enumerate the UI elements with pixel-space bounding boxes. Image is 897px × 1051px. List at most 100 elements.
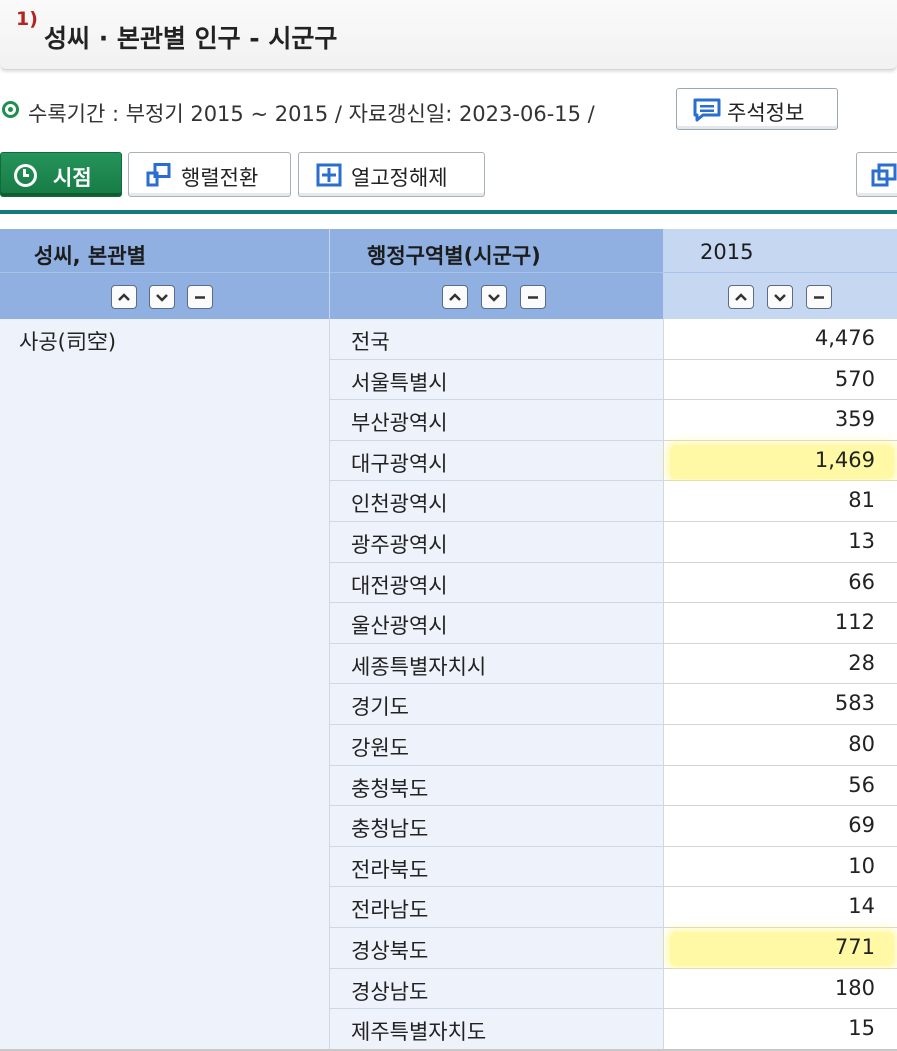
value-label: 359 [834,407,875,432]
collapse-icon[interactable] [806,285,832,309]
unfix-column-button[interactable]: 열고정해제 [298,152,485,197]
toolbar-divider [0,210,897,214]
table-row: 경상북도 771 [330,928,897,969]
table-row: 대구광역시 1,469 [330,440,897,482]
value-label: 570 [834,366,875,391]
header-year[interactable]: 2015 [664,229,897,272]
region-label: 경상북도 [351,939,429,963]
value-cell[interactable]: 14 [664,887,897,928]
bullet-icon [2,101,19,118]
sort-up-icon[interactable] [111,285,137,309]
sort-down-icon[interactable] [149,285,175,309]
sort-down-icon[interactable] [767,285,793,309]
period-info: 수록기간 : 부정기 2015 ~ 2015 / 자료갱신일: 2023-06-… [0,88,897,132]
value-cell[interactable]: 180 [664,968,897,1010]
value-cell[interactable]: 15 [664,1009,897,1050]
toolbar: 시점 행렬전환 열고정해제 [0,152,897,198]
value-cell[interactable]: 583 [664,684,897,725]
region-label: 전라남도 [351,898,429,923]
group-label: 사공(司空) [19,330,117,354]
region-cell: 전라남도 [330,887,664,928]
table-row: 제주특별자치도 15 [330,1009,897,1050]
region-cell: 울산광역시 [330,603,664,644]
value-label: 771 [834,935,875,959]
page-title: 성씨 · 본관별 인구 - 시군구 [44,24,338,53]
value-cell[interactable]: 80 [664,725,897,766]
expand-window-button[interactable] [856,152,897,197]
sort-up-icon[interactable] [728,285,754,309]
value-cell[interactable]: 13 [664,522,897,563]
region-cell: 경기도 [330,684,664,725]
value-cell[interactable]: 359 [664,400,897,441]
table-row: 광주광역시 13 [330,522,897,563]
value-cell[interactable]: 771 [664,928,897,969]
note-icon [693,98,721,122]
value-label: 10 [848,853,875,878]
table-row: 인천광역시 81 [330,481,897,522]
value-cell[interactable]: 66 [664,562,897,604]
table-row: 울산광역시 112 [330,603,897,644]
sort-up-icon[interactable] [442,285,468,309]
sort-controls-surname [0,272,330,319]
sort-controls-year [664,272,897,319]
region-cell: 강원도 [330,725,664,766]
value-label: 28 [848,650,875,675]
value-cell[interactable]: 112 [664,603,897,644]
table-row: 전국 4,476 [330,319,897,360]
region-cell: 경상남도 [330,968,664,1010]
table-header-row: 성씨, 본관별 행정구역별(시군구) 2015 [0,229,897,272]
value-cell[interactable]: 28 [664,643,897,685]
region-cell: 제주특별자치도 [330,1009,664,1050]
pivot-button[interactable]: 행렬전환 [128,152,291,197]
value-cell[interactable]: 69 [664,806,897,847]
region-label: 인천광역시 [351,492,448,517]
unfix-icon [316,163,342,187]
value-label: 1,469 [814,447,875,472]
value-cell[interactable]: 570 [664,359,897,401]
highlight-mark [670,444,894,479]
value-label: 4,476 [814,326,875,350]
value-label: 15 [848,1016,875,1041]
note-info-label: 주석정보 [727,101,805,125]
region-cell: 전국 [330,319,664,360]
value-cell[interactable]: 4,476 [664,319,897,360]
header-region-label: 행정구역별(시군구) [367,244,541,268]
region-cell: 충청북도 [330,765,664,807]
header-surname[interactable]: 성씨, 본관별 [0,229,330,272]
header-year-label: 2015 [700,240,754,264]
table-row: 충청남도 69 [330,806,897,847]
value-label: 80 [848,732,875,756]
region-cell: 경상북도 [330,928,664,969]
region-cell: 전라북도 [330,846,664,888]
unfix-column-label: 열고정해제 [351,166,448,190]
region-cell: 대구광역시 [330,440,664,482]
value-cell[interactable]: 81 [664,481,897,522]
clock-icon [14,164,37,187]
region-label: 충청북도 [351,776,429,801]
sort-controls-region [330,272,664,319]
region-label: 대전광역시 [351,573,448,598]
value-cell[interactable]: 56 [664,765,897,807]
header-surname-label: 성씨, 본관별 [34,244,146,268]
value-cell[interactable]: 1,469 [664,440,897,482]
region-cell: 충청남도 [330,806,664,847]
region-label: 전국 [351,330,390,354]
note-info-button[interactable]: 주석정보 [676,88,838,130]
page-title-bar: 1) 성씨 · 본관별 인구 - 시군구 [0,0,897,70]
region-cell: 부산광역시 [330,400,664,441]
sort-down-icon[interactable] [481,285,507,309]
expand-window-icon [871,163,897,187]
table-row: 전라남도 14 [330,887,897,928]
region-label: 부산광역시 [351,411,448,436]
collapse-icon[interactable] [187,285,213,309]
table-row: 세종특별자치시 28 [330,643,897,685]
header-region[interactable]: 행정구역별(시군구) [330,229,664,272]
region-cell: 서울특별시 [330,359,664,401]
time-button[interactable]: 시점 [0,152,122,197]
table-bottom-border [0,1049,897,1051]
group-cell-surname: 사공(司空) [0,319,330,1049]
value-cell[interactable]: 10 [664,846,897,888]
region-label: 서울특별시 [351,370,448,395]
period-text: 수록기간 : 부정기 2015 ~ 2015 / 자료갱신일: 2023-06-… [28,102,595,126]
collapse-icon[interactable] [520,285,546,309]
